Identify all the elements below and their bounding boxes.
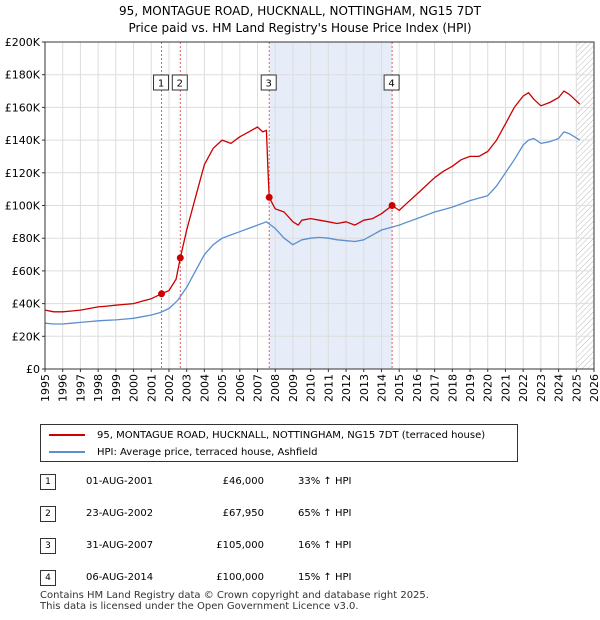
legend-label-property: 95, MONTAGUE ROAD, HUCKNALL, NOTTINGHAM,… — [97, 429, 486, 441]
sale-marker-label: 4 — [388, 79, 394, 90]
x-tick-label: 1996 — [57, 374, 70, 402]
legend-item-hpi: HPI: Average price, terraced house, Ashf… — [49, 444, 317, 460]
transaction-date: 23-AUG-2002 — [86, 508, 154, 519]
x-tick-label: 2024 — [553, 374, 566, 402]
table-row: 4 06-AUG-2014 £100,000 15% ↑ HPI — [40, 568, 580, 588]
x-tick-label: 2007 — [252, 374, 265, 402]
transaction-price: £105,000 — [216, 540, 264, 551]
transaction-hpi: 33% ↑ HPI — [298, 476, 352, 487]
transaction-price: £67,950 — [222, 508, 264, 519]
sale-marker-box — [383, 74, 400, 91]
x-tick-label: 2022 — [517, 374, 530, 402]
x-tick-label: 2014 — [375, 374, 388, 402]
transaction-hpi: 16% ↑ HPI — [298, 540, 352, 551]
transaction-number: 3 — [40, 538, 56, 554]
title-line-1: 95, MONTAGUE ROAD, HUCKNALL, NOTTINGHAM,… — [119, 4, 481, 18]
x-tick-label: 2019 — [464, 374, 477, 402]
chart-title: 95, MONTAGUE ROAD, HUCKNALL, NOTTINGHAM,… — [0, 3, 600, 37]
x-tick-label: 2018 — [446, 374, 459, 402]
x-tick-label: 2000 — [128, 374, 141, 402]
sale-marker-label: 1 — [158, 79, 164, 90]
sale-point — [388, 202, 396, 209]
x-tick-label: 2026 — [588, 374, 600, 402]
sale-marker-box — [171, 74, 188, 91]
y-tick-label: £0 — [26, 363, 40, 376]
x-tick-label: 1998 — [92, 374, 105, 402]
x-tick-label: 2005 — [216, 374, 229, 402]
x-tick-label: 2012 — [340, 374, 353, 402]
sale-marker-box — [153, 74, 170, 91]
legend-label-hpi: HPI: Average price, terraced house, Ashf… — [97, 446, 318, 458]
y-tick-label: £140K — [5, 134, 41, 147]
sale-marker-box — [260, 74, 277, 91]
transaction-number: 2 — [40, 506, 56, 522]
x-tick-label: 2020 — [482, 374, 495, 402]
transaction-price: £46,000 — [222, 476, 264, 487]
transaction-date: 31-AUG-2007 — [86, 540, 154, 551]
x-tick-label: 1999 — [110, 374, 123, 402]
footer-line-1: Contains HM Land Registry data © Crown c… — [40, 590, 429, 601]
x-tick-label: 2021 — [499, 374, 512, 402]
x-tick-label: 2017 — [429, 374, 442, 402]
y-tick-label: £60K — [12, 265, 41, 278]
sale-point — [176, 254, 184, 262]
transaction-date: 01-AUG-2001 — [86, 476, 154, 487]
x-tick-label: 2002 — [163, 374, 176, 402]
footer: Contains HM Land Registry data © Crown c… — [40, 590, 429, 612]
y-tick-label: £80K — [12, 232, 41, 245]
table-row: 3 31-AUG-2007 £105,000 16% ↑ HPI — [40, 536, 580, 556]
title-line-2: Price paid vs. HM Land Registry's House … — [128, 21, 472, 35]
transaction-number: 4 — [40, 570, 56, 586]
x-tick-label: 2025 — [570, 374, 583, 402]
x-tick-label: 2015 — [393, 374, 406, 402]
transaction-number: 1 — [40, 474, 56, 490]
x-tick-label: 2001 — [145, 374, 158, 402]
y-tick-label: £120K — [5, 167, 41, 180]
x-tick-label: 2004 — [198, 374, 211, 402]
footer-line-2: This data is licensed under the Open Gov… — [40, 601, 359, 612]
y-tick-label: £180K — [5, 69, 41, 82]
sale-point — [265, 193, 273, 201]
x-tick-label: 1997 — [74, 374, 87, 402]
x-tick-label: 2003 — [181, 374, 194, 402]
transaction-price: £100,000 — [216, 572, 264, 583]
legend-swatch-property — [49, 434, 85, 436]
x-tick-label: 1995 — [39, 374, 52, 402]
legend-item-property: 95, MONTAGUE ROAD, HUCKNALL, NOTTINGHAM,… — [49, 427, 485, 443]
legend-swatch-hpi — [49, 451, 85, 453]
price-chart: £0 £20K £40K £60K £80K £100K £120K £140K £160K £1… — [5, 36, 600, 402]
x-tick-label: 2006 — [234, 374, 247, 402]
x-tick-label: 2023 — [535, 374, 548, 402]
x-tick-label: 2011 — [322, 374, 335, 402]
sale-marker-label: 2 — [177, 79, 183, 90]
x-tick-label: 2013 — [358, 374, 371, 402]
property-price-line — [44, 90, 581, 313]
legend: 95, MONTAGUE ROAD, HUCKNALL, NOTTINGHAM,… — [40, 424, 518, 462]
transaction-hpi: 65% ↑ HPI — [298, 508, 352, 519]
x-tick-label: 2016 — [411, 374, 424, 402]
y-tick-label: £40K — [12, 298, 41, 311]
sale-marker-label: 3 — [266, 79, 272, 90]
y-tick-label: £100K — [5, 200, 41, 213]
transaction-hpi: 15% ↑ HPI — [298, 572, 352, 583]
x-tick-label: 2008 — [269, 374, 282, 402]
table-row: 2 23-AUG-2002 £67,950 65% ↑ HPI — [40, 504, 580, 524]
table-row: 1 01-AUG-2001 £46,000 33% ↑ HPI — [40, 472, 580, 492]
x-tick-label: 2009 — [287, 374, 300, 402]
y-tick-label: £20K — [12, 330, 41, 343]
sale-point — [158, 290, 166, 298]
y-tick-label: £200K — [5, 36, 41, 49]
hpi-line — [44, 131, 581, 325]
y-tick-label: £160K — [5, 101, 41, 114]
x-tick-label: 2010 — [305, 374, 318, 402]
transaction-date: 06-AUG-2014 — [86, 572, 154, 583]
